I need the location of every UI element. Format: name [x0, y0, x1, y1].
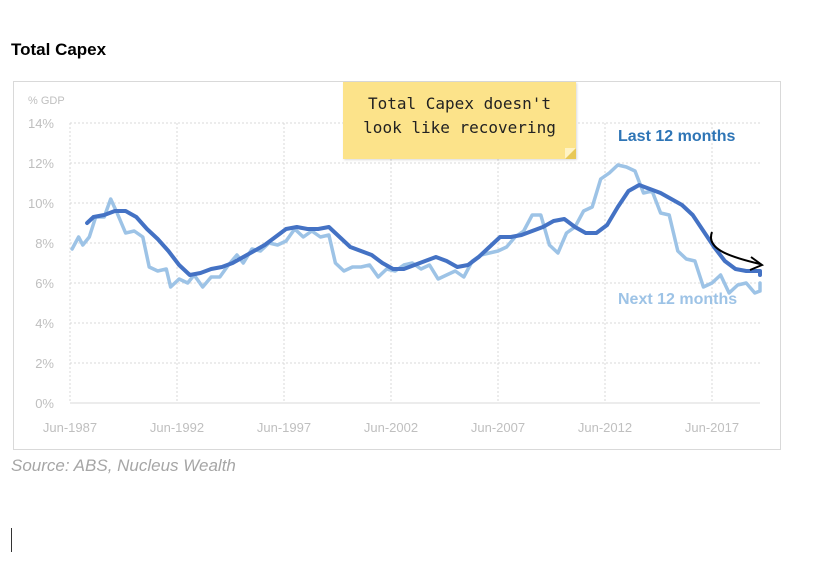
y-tick-label: 0%	[35, 396, 54, 411]
series-label-next-12-months: Next 12 months	[618, 291, 737, 308]
x-tick-label: Jun-2007	[471, 420, 525, 435]
y-tick-label: 10%	[28, 196, 54, 211]
trend-arrowhead	[749, 256, 765, 271]
series-lines	[70, 163, 762, 295]
trend-arrow	[709, 231, 761, 265]
x-tick-label: Jun-1997	[257, 420, 311, 435]
series-line-next-12-months	[70, 163, 762, 295]
x-tick-label: Jun-1987	[43, 420, 97, 435]
y-tick-label: 6%	[35, 276, 54, 291]
x-tick-label: Jun-2002	[364, 420, 418, 435]
y-axis-label: % GDP	[28, 95, 65, 107]
x-tick-label: Jun-2017	[685, 420, 739, 435]
x-tick-label: Jun-2012	[578, 420, 632, 435]
annotation-line-1: Total Capex doesn't	[367, 94, 552, 113]
y-tick-label: 14%	[28, 116, 54, 131]
annotation-sticky-note: Total Capex doesn't look like recovering	[343, 82, 576, 159]
text-cursor	[11, 528, 12, 552]
y-tick-label: 2%	[35, 356, 54, 371]
y-tick-label: 12%	[28, 156, 54, 171]
note-folded-corner	[565, 148, 576, 159]
x-tick-labels: Jun-1987 Jun-1992 Jun-1997 Jun-2002 Jun-2007…	[43, 420, 739, 435]
chart-title: Total Capex	[11, 40, 107, 59]
y-tick-label: 8%	[35, 236, 54, 251]
series-label-last-12-months: Last 12 months	[618, 128, 735, 145]
y-tick-labels: 0% 2% 4% 6% 8% 10% 12% 14%	[28, 116, 54, 411]
y-tick-label: 4%	[35, 316, 54, 331]
chart-area	[13, 81, 781, 450]
source-note: Source: ABS, Nucleus Wealth	[11, 456, 236, 475]
x-tick-label: Jun-1992	[150, 420, 204, 435]
series-line-last-12-months	[85, 183, 762, 277]
annotation-line-2: look like recovering	[363, 118, 556, 137]
